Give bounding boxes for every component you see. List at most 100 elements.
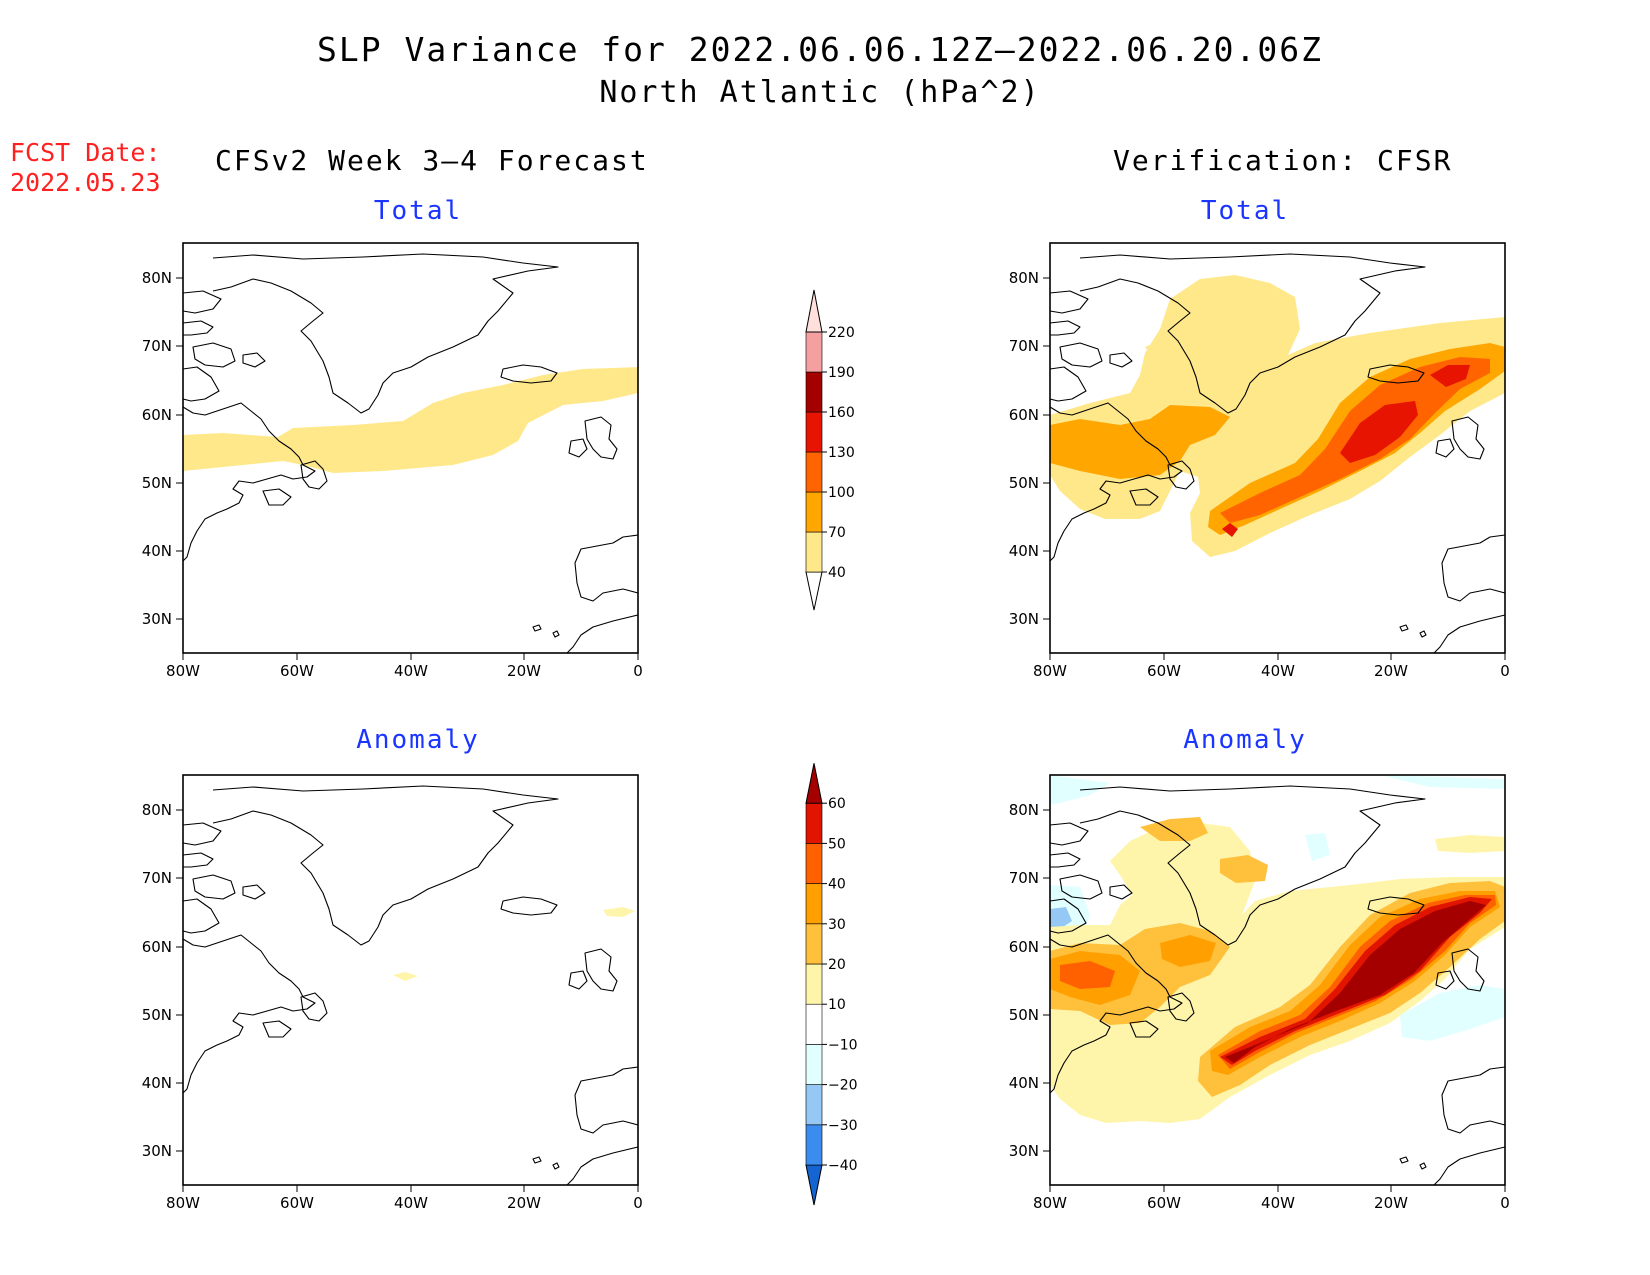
- lon-tick-label: 60W: [280, 662, 314, 680]
- verification-anomaly-shade-neg20: [1050, 907, 1072, 929]
- lat-tick-label: 80N: [1009, 801, 1039, 819]
- lon-tick-label: 20W: [1374, 662, 1408, 680]
- forecast-anomaly-shade-10: [603, 907, 635, 917]
- verification-total-map: [1049, 242, 1506, 654]
- forecast-anomaly-map: [182, 774, 639, 1186]
- lon-tick-label: 60W: [1147, 662, 1181, 680]
- lon-tick-label: 20W: [507, 662, 541, 680]
- verification-anomaly-shade-10: [1050, 823, 1505, 1123]
- lat-tick-label: 60N: [142, 406, 172, 424]
- lat-tick-label: 30N: [142, 610, 172, 628]
- verification-anomaly-shade-neg10d: [1305, 833, 1330, 861]
- colorbar-total: 40 70 100 130 160 190 220: [805, 289, 855, 611]
- lat-tick-label: 50N: [1009, 474, 1039, 492]
- lat-tick-label: 70N: [1009, 337, 1039, 355]
- lon-tick-label: 40W: [1261, 662, 1295, 680]
- lat-tick-label: 80N: [142, 801, 172, 819]
- lon-tick-label: 80W: [1033, 1194, 1067, 1212]
- lat-tick-label: 40N: [142, 542, 172, 560]
- forecast-total-shade-40: [183, 367, 638, 473]
- colorbar-anomaly-label: −20: [828, 1078, 858, 1094]
- lon-tick-label: 40W: [394, 662, 428, 680]
- colorbar-anomaly-swatch: [805, 1124, 823, 1166]
- colorbar-total-label: 70: [828, 525, 846, 541]
- lat-tick-label: 40N: [1009, 1074, 1039, 1092]
- panel-title-forecast-total: Total: [373, 196, 463, 226]
- verification-total-shade-130: [1340, 401, 1418, 463]
- colorbar-total-label: 100: [828, 485, 855, 501]
- lat-tick-label: 30N: [1009, 610, 1039, 628]
- colorbar-anomaly-label: −10: [828, 1037, 858, 1053]
- lon-tick-label: 20W: [507, 1194, 541, 1212]
- colorbar-total-label: 190: [828, 365, 855, 381]
- forecast-date-label: FCST Date:: [10, 138, 161, 167]
- verification-anomaly-shade-40: [1060, 961, 1115, 989]
- lat-tick-label: 40N: [142, 1074, 172, 1092]
- lon-tick-label: 80W: [166, 1194, 200, 1212]
- colorbar-total-swatch: [805, 371, 823, 413]
- lat-tick-label: 50N: [1009, 1006, 1039, 1024]
- colorbar-anomaly-label: 60: [828, 796, 846, 812]
- colorbar-anomaly-upper-extension: [805, 763, 823, 804]
- panel-title-verification-total: Total: [1200, 196, 1290, 226]
- colorbar-anomaly-label: 40: [828, 877, 846, 893]
- verification-total-shade-70: [1050, 405, 1230, 479]
- colorbar-total-swatch: [805, 531, 823, 573]
- colorbar-anomaly-swatch: [805, 883, 823, 925]
- colorbar-total-swatch: [805, 331, 823, 373]
- colorbar-total-upper-extension: [805, 289, 823, 333]
- lon-tick-label: 40W: [1261, 1194, 1295, 1212]
- colorbar-anomaly-swatch: [805, 1003, 823, 1045]
- colorbar-anomaly-swatch: [805, 843, 823, 884]
- verification-total-shade-130c: [1222, 523, 1238, 537]
- colorbar-anomaly-label: 10: [828, 997, 846, 1013]
- colorbar-anomaly-lower-extension: [805, 1164, 823, 1206]
- verification-anomaly-shade-neg10b: [1380, 775, 1505, 789]
- colorbar-anomaly-label: 20: [828, 957, 846, 973]
- figure-subtitle: North Atlantic (hPa^2): [599, 75, 1041, 110]
- lon-tick-label: 60W: [1147, 1194, 1181, 1212]
- lat-tick-label: 30N: [142, 1142, 172, 1160]
- lon-tick-label: 0: [1500, 1194, 1510, 1212]
- lat-tick-label: 40N: [1009, 542, 1039, 560]
- verification-total-shade-130b: [1430, 365, 1470, 387]
- lat-tick-label: 50N: [142, 1006, 172, 1024]
- lat-tick-label: 80N: [142, 269, 172, 287]
- colorbar-total-lower-extension: [805, 571, 823, 611]
- lat-tick-label: 70N: [142, 869, 172, 887]
- lon-tick-label: 20W: [1374, 1194, 1408, 1212]
- lat-tick-label: 80N: [1009, 269, 1039, 287]
- verification-anomaly-map: [1049, 774, 1506, 1186]
- colorbar-anomaly: −40 −30 −20 −10 10 20 30 40 50 60: [805, 763, 858, 1206]
- forecast-date-value: 2022.05.23: [10, 168, 161, 197]
- forecast-date-block: FCST Date: 2022.05.23: [10, 138, 161, 198]
- verification-anomaly-shade-60: [1225, 901, 1486, 1063]
- colorbar-anomaly-swatch: [805, 923, 823, 965]
- forecast-anomaly-shade-10b: [393, 972, 418, 981]
- verification-anomaly-shade-30b: [1160, 935, 1216, 967]
- lat-tick-label: 30N: [1009, 1142, 1039, 1160]
- lat-tick-label: 70N: [142, 337, 172, 355]
- verification-anomaly-shade-10b: [1435, 835, 1505, 853]
- lon-tick-label: 80W: [1033, 662, 1067, 680]
- colorbar-total-label: 160: [828, 405, 855, 421]
- colorbar-total-label: 220: [828, 325, 855, 341]
- verification-total-shade-40b: [1145, 337, 1185, 359]
- verification-anomaly-shade-neg10e: [1400, 985, 1505, 1041]
- lon-tick-label: 60W: [280, 1194, 314, 1212]
- column-header-forecast: CFSv2 Week 3—4 Forecast: [215, 144, 649, 177]
- lon-tick-label: 80W: [166, 662, 200, 680]
- lat-tick-label: 70N: [1009, 869, 1039, 887]
- colorbar-anomaly-label: −40: [828, 1158, 858, 1174]
- colorbar-total-label: 40: [828, 565, 846, 581]
- lon-tick-label: 0: [1500, 662, 1510, 680]
- verification-anomaly-shade-20c: [1220, 855, 1268, 883]
- lat-tick-label: 60N: [142, 938, 172, 956]
- colorbar-anomaly-swatch: [805, 1084, 823, 1126]
- lat-tick-label: 50N: [142, 474, 172, 492]
- lon-tick-label: 0: [633, 662, 643, 680]
- forecast-total-map: [182, 242, 639, 654]
- colorbar-anomaly-swatch: [805, 802, 823, 844]
- colorbar-total-swatch: [805, 451, 823, 493]
